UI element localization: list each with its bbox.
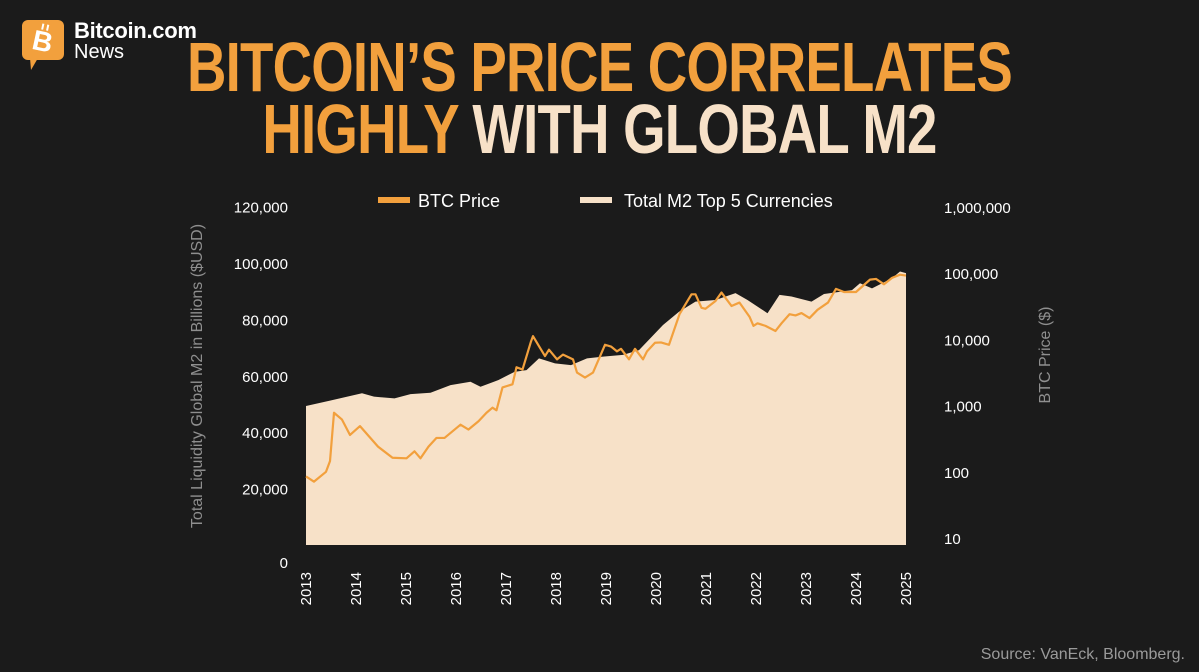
title-line-1: BITCOIN’S PRICE CORRELATES — [186, 28, 1013, 106]
x-tick-label: 2023 — [798, 572, 815, 605]
x-tick-label: 2014 — [348, 572, 365, 605]
y-right-tick-label: 10,000 — [944, 332, 990, 349]
y-left-tick-label: 80,000 — [242, 312, 288, 329]
x-tick-label: 2022 — [748, 572, 765, 605]
x-tick-label: 2015 — [398, 572, 415, 605]
y-right-tick-label: 1,000 — [944, 399, 982, 416]
brand-logo: B Bitcoin.com News — [22, 18, 197, 70]
source-note: Source: VanEck, Bloomberg. — [980, 646, 1185, 663]
bitcoin-chat-bubble-icon: B — [22, 20, 64, 70]
title-highlight: HIGHLY — [262, 90, 458, 168]
legend: BTC Price Total M2 Top 5 Currencies — [378, 191, 833, 211]
y-left-tick-label: 40,000 — [242, 425, 288, 442]
x-tick-label: 2024 — [848, 572, 865, 605]
x-tick-label: 2020 — [648, 572, 665, 605]
y-left-tick-label: 0 — [280, 555, 288, 572]
y-right-tick-label: 100,000 — [944, 266, 998, 283]
y-left-tick-label: 120,000 — [234, 200, 288, 217]
btc-price-line — [305, 273, 907, 483]
legend-swatch-m2 — [580, 197, 612, 203]
y-left-tick-label: 100,000 — [234, 256, 288, 273]
y-right-tick-label: 1,000,000 — [944, 200, 1011, 217]
y-axis-left-label: Total Liquidity Global M2 in Billions ($… — [189, 224, 206, 528]
x-tick-label: 2025 — [898, 572, 915, 605]
brand-sub: News — [74, 41, 125, 63]
legend-label-m2: Total M2 Top 5 Currencies — [624, 191, 833, 211]
y-axis-right-label: BTC Price ($) — [1037, 307, 1054, 404]
page-title: BITCOIN’S PRICE CORRELATES HIGHLY WITH G… — [0, 28, 1199, 164]
legend-swatch-btc — [378, 197, 410, 203]
m2-area — [306, 271, 906, 545]
title-line-2: WITH GLOBAL M2 — [472, 90, 937, 168]
x-tick-label: 2016 — [448, 572, 465, 605]
x-tick-label: 2013 — [298, 572, 315, 605]
x-tick-label: 2019 — [598, 572, 615, 605]
x-tick-label: 2021 — [698, 572, 715, 605]
y-right-tick-label: 100 — [944, 465, 969, 482]
legend-label-btc: BTC Price — [418, 191, 500, 211]
x-tick-label: 2017 — [498, 572, 515, 605]
y-left-tick-label: 20,000 — [242, 482, 288, 499]
y-right-tick-label: 10 — [944, 531, 961, 548]
brand-name: Bitcoin.com — [74, 18, 197, 43]
y-left-tick-label: 60,000 — [242, 369, 288, 386]
x-tick-label: 2018 — [548, 572, 565, 605]
